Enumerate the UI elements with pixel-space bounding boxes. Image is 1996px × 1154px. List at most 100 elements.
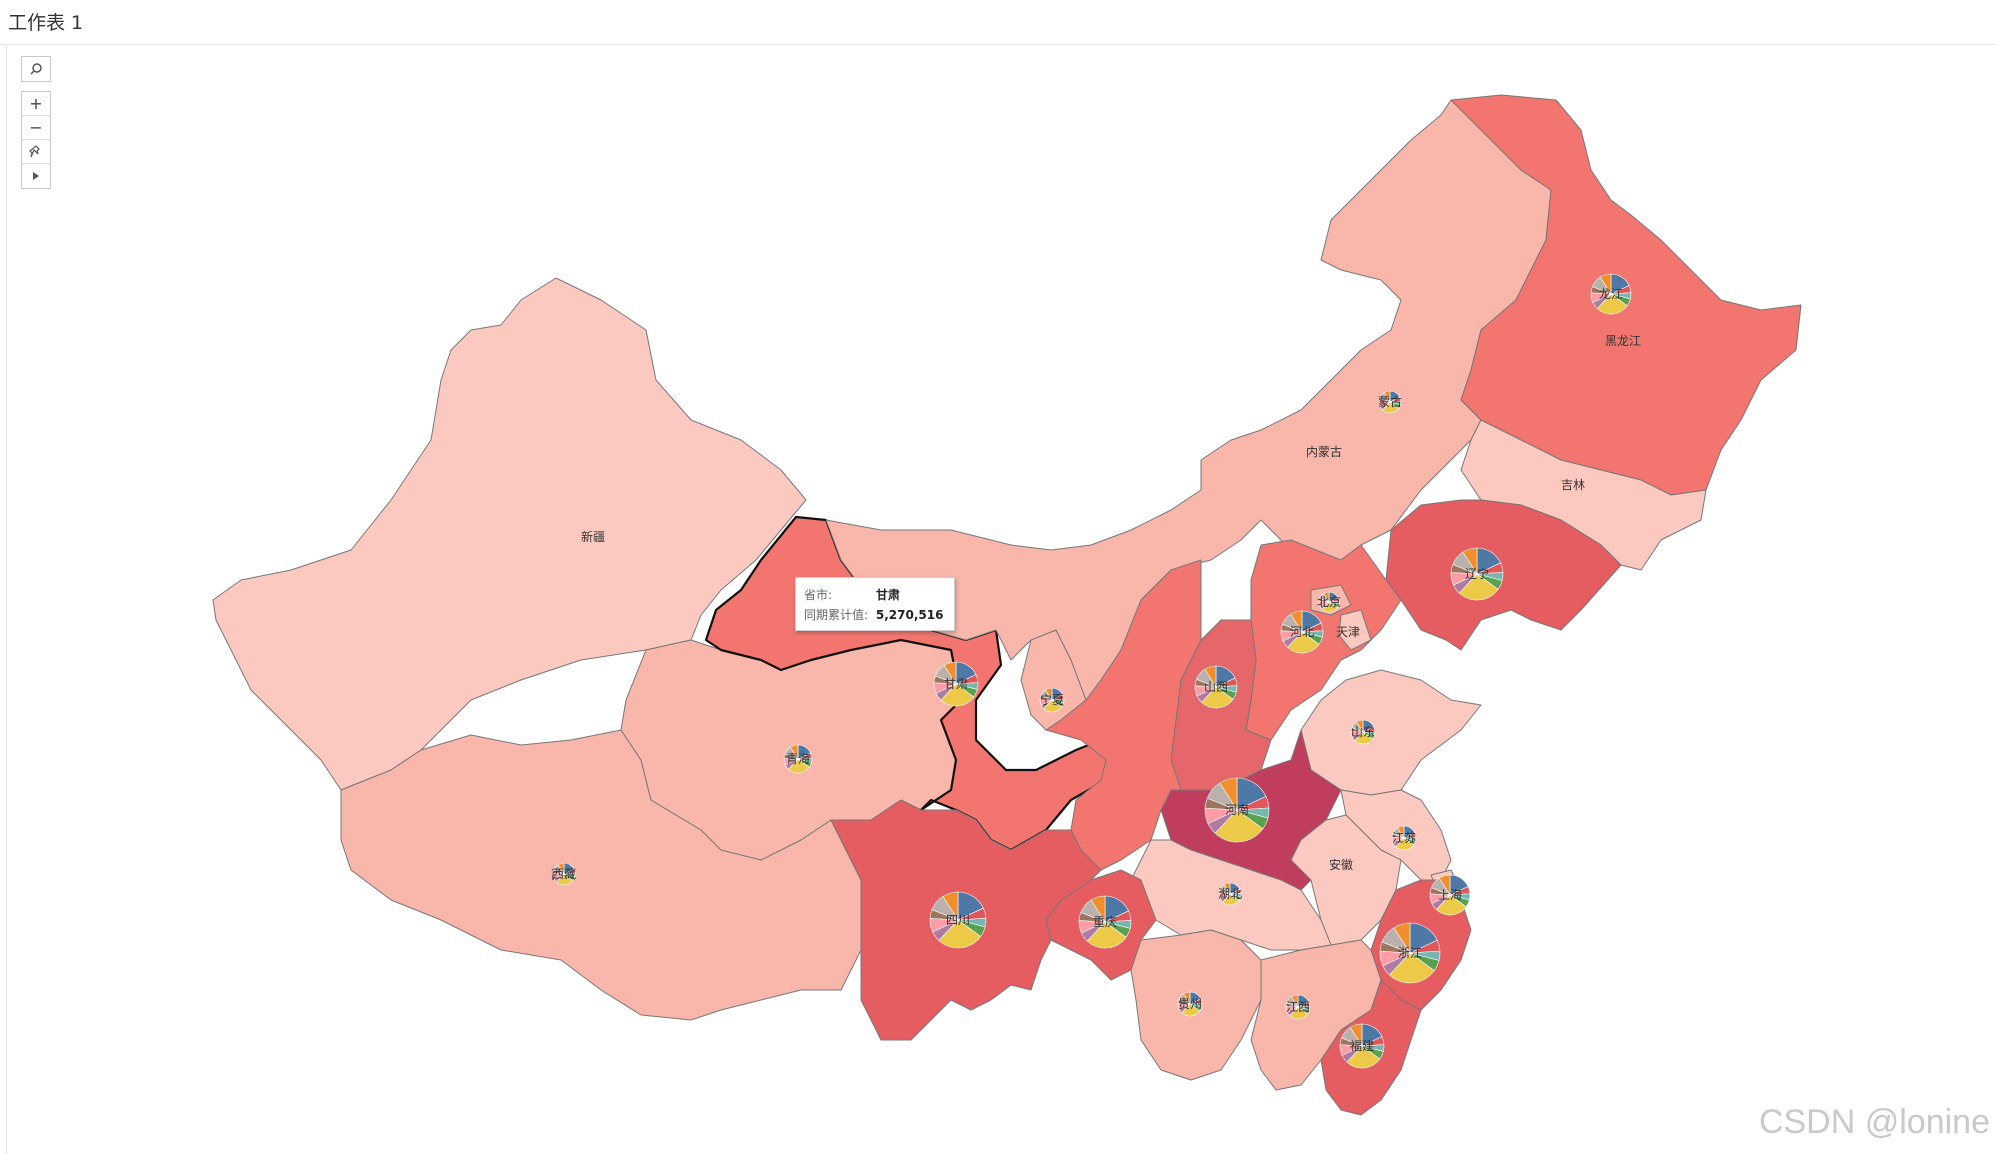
pie-slice[interactable]	[1204, 665, 1217, 689]
label-shanxi: 山西	[1204, 680, 1228, 694]
pie-slice[interactable]	[1323, 591, 1330, 604]
zoom-in-button[interactable]: +	[22, 92, 50, 116]
map-tooltip: 省市: 甘肃 同期累计值: 5,270,516	[795, 577, 955, 631]
pie-slice[interactable]	[557, 862, 565, 876]
watermark: CSDN @lonine	[1758, 1103, 1990, 1141]
pie-guizhou[interactable]: 贵州	[1177, 991, 1203, 1017]
pie-slice[interactable]	[1291, 994, 1299, 1009]
title-divider	[0, 44, 1996, 45]
pie-neimenggu[interactable]: 蒙古	[1378, 390, 1402, 414]
pie-slice[interactable]	[1223, 882, 1231, 896]
pie-slice[interactable]	[1599, 273, 1612, 296]
pie-slice[interactable]	[1397, 825, 1405, 840]
pie-slice[interactable]	[1214, 809, 1264, 843]
pie-slice[interactable]	[1458, 573, 1499, 601]
label-zhejiang: 浙江	[1398, 946, 1422, 960]
province-tianjin[interactable]	[1338, 609, 1372, 651]
pie-ningxia[interactable]: 宁夏	[1039, 687, 1065, 713]
search-icon[interactable]	[22, 57, 50, 81]
pie-slice[interactable]	[1596, 293, 1628, 315]
label-neimenggu: 内蒙古	[1306, 444, 1342, 459]
pie-shandong[interactable]: 山东	[1350, 719, 1376, 745]
label-xinjiang: 新疆	[581, 529, 605, 544]
pie-shanghai[interactable]: 上海	[1429, 874, 1471, 916]
sheet-title: 工作表 1	[8, 12, 84, 34]
label-liaoning: 辽宁	[1465, 566, 1489, 581]
label-ningxia: 宁夏	[1040, 692, 1064, 707]
pie-gansu[interactable]: 甘肃	[933, 661, 979, 707]
pie-slice[interactable]	[942, 891, 959, 922]
play-icon[interactable]	[22, 164, 50, 188]
pie-jiangsu[interactable]: 江苏	[1391, 825, 1417, 851]
zoom-out-button[interactable]: −	[22, 116, 50, 140]
label-sichuan: 四川	[946, 913, 970, 927]
label-jiangxi: 江西	[1286, 1000, 1310, 1014]
pie-heilongjiang[interactable]: 龙江	[1590, 273, 1632, 315]
label-beijing: 北京	[1317, 595, 1341, 609]
pie-slice[interactable]	[1183, 991, 1191, 1006]
province-liaoning[interactable]	[1385, 499, 1622, 651]
pie-fujian[interactable]: 福建	[1339, 1023, 1385, 1069]
pie-slice[interactable]	[1438, 874, 1451, 897]
pie-henan[interactable]: 河南	[1204, 777, 1270, 843]
pie-slice[interactable]	[1201, 686, 1234, 709]
pie-slice[interactable]	[1219, 777, 1238, 812]
pie-slice[interactable]	[1356, 719, 1364, 734]
label-neimenggu: 蒙古	[1378, 394, 1402, 409]
label-guizhou: 贵州	[1178, 997, 1202, 1011]
pie-slice[interactable]	[1435, 894, 1467, 916]
pie-slice[interactable]	[940, 683, 975, 707]
pie-slice[interactable]	[938, 919, 982, 949]
label-gansu: 甘肃	[944, 677, 968, 691]
pie-slice[interactable]	[1045, 687, 1053, 702]
pie-sichuan[interactable]: 四川	[929, 891, 987, 949]
pie-slice[interactable]	[1290, 610, 1303, 634]
pie-slice[interactable]	[1349, 1023, 1363, 1048]
pie-slice[interactable]	[1086, 921, 1127, 949]
search-toolbar[interactable]	[21, 56, 51, 82]
pie-slice[interactable]	[943, 661, 957, 686]
pie-shanxi[interactable]: 山西	[1194, 665, 1238, 709]
tooltip-metric-label: 同期累计值:	[804, 608, 869, 622]
province-shandong[interactable]	[1300, 669, 1482, 796]
label-shandong: 山东	[1351, 725, 1375, 739]
label-hubei: 湖北	[1218, 886, 1242, 901]
pie-hebei[interactable]: 河北	[1280, 610, 1324, 654]
pie-slice[interactable]	[1462, 547, 1478, 576]
pie-zhejiang[interactable]: 浙江	[1379, 922, 1441, 984]
pie-xizang[interactable]: 西藏	[552, 862, 576, 886]
tooltip-province-label: 省市:	[804, 588, 833, 602]
zoom-toolbar[interactable]: + −	[21, 91, 51, 189]
label-xizang: 西藏	[552, 867, 576, 881]
pie-liaoning[interactable]: 辽宁	[1450, 547, 1504, 601]
pie-hubei[interactable]: 湖北	[1218, 882, 1242, 906]
label-hebei: 河北	[1290, 625, 1314, 639]
pin-icon[interactable]	[22, 140, 50, 164]
pie-slice[interactable]	[1287, 631, 1320, 654]
label-tianjin: 天津	[1336, 625, 1360, 639]
label-jilin: 吉林	[1561, 478, 1585, 492]
pie-jiangxi[interactable]: 江西	[1285, 994, 1311, 1020]
pie-beijing[interactable]: 北京	[1317, 591, 1341, 613]
pie-slice[interactable]	[790, 744, 799, 761]
pie-slice[interactable]	[1393, 922, 1411, 955]
pie-slice[interactable]	[1389, 952, 1435, 984]
pie-chongqing[interactable]: 重庆	[1078, 895, 1132, 949]
label-anhui: 安徽	[1329, 857, 1353, 872]
tooltip-province-value: 甘肃	[875, 588, 900, 602]
pie-slice[interactable]	[1090, 895, 1106, 924]
province-shaanxi[interactable]	[1045, 559, 1202, 871]
pie-slice[interactable]	[1383, 390, 1391, 404]
province-jilin[interactable]	[1460, 399, 1707, 571]
tooltip-metric-value: 5,270,516	[875, 608, 944, 622]
label-fujian: 福建	[1350, 1038, 1374, 1053]
pie-slice[interactable]	[1346, 1045, 1381, 1069]
label-heilongjiang: 龙江	[1599, 287, 1623, 301]
label-chongqing: 重庆	[1093, 915, 1117, 929]
label-henan: 河南	[1225, 802, 1249, 817]
label-jiangsu: 江苏	[1392, 831, 1416, 845]
pie-qinghai[interactable]: 青海	[783, 744, 813, 774]
